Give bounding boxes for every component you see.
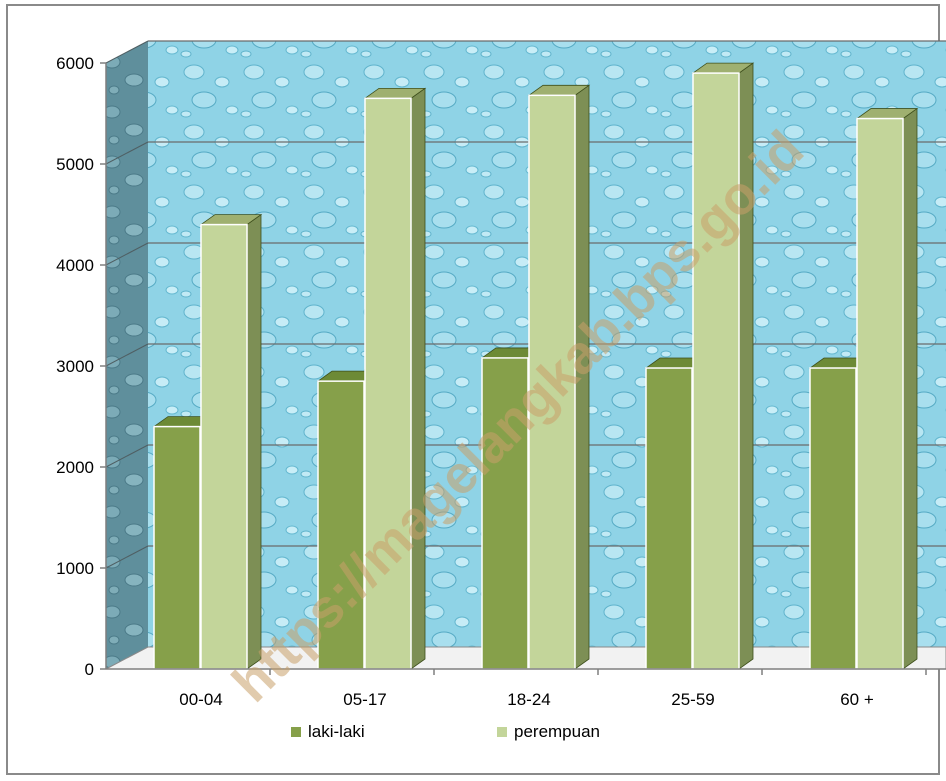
bar-face: [809, 367, 857, 670]
legend-swatch: [291, 727, 301, 737]
gridline-side: [105, 141, 149, 165]
x-tick-label: 60 +: [840, 690, 874, 709]
x-axis: 00-04 05-17 18-24 25-59 60 +: [106, 668, 946, 709]
x-tick-label: 00-04: [179, 690, 222, 709]
legend: laki-laki perempuan: [291, 722, 600, 741]
legend-label: perempuan: [514, 722, 600, 741]
gridline-side: [105, 444, 149, 468]
bar-face: [645, 367, 693, 670]
bar-face: [856, 117, 904, 670]
y-tick-label: 4000: [56, 256, 94, 275]
y-tick-label: 1000: [56, 559, 94, 578]
bar-face: [200, 223, 248, 670]
bar: [199, 213, 263, 670]
bar-face: [528, 94, 576, 670]
x-tick-label: 05-17: [343, 690, 386, 709]
bar-face: [153, 425, 201, 670]
legend-swatch: [497, 727, 507, 737]
bar: [527, 84, 591, 670]
y-tick-label: 2000: [56, 458, 94, 477]
x-tick-label: 25-59: [671, 690, 714, 709]
bars: [152, 62, 919, 670]
bar-face: [364, 97, 412, 670]
bar: [855, 107, 919, 670]
y-axis: 0 1000 2000 3000 4000 5000 6000: [56, 54, 107, 679]
gridline-side: [105, 40, 149, 64]
bar: [363, 87, 427, 670]
y-tick-label: 6000: [56, 54, 94, 73]
gridline-side: [105, 545, 149, 569]
y-tick-label: 0: [85, 660, 94, 679]
gridline-side: [105, 343, 149, 367]
bar-side: [246, 213, 262, 670]
bar-side: [902, 107, 918, 670]
bar-face: [481, 357, 529, 670]
bar-side: [410, 87, 426, 670]
x-tick-label: 18-24: [507, 690, 550, 709]
bar: [691, 62, 755, 670]
y-tick-label: 3000: [56, 357, 94, 376]
legend-label: laki-laki: [308, 722, 365, 741]
gridline-side: [105, 242, 149, 266]
y-tick-label: 5000: [56, 155, 94, 174]
